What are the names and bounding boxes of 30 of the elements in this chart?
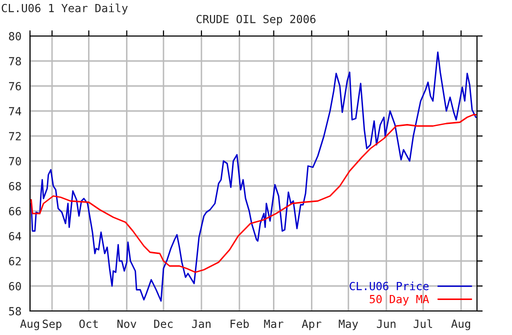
y-tick-label: 66 — [9, 207, 21, 216]
y-tick-label: 64 — [9, 232, 22, 240]
x-tick-label: Jul — [414, 319, 432, 328]
y-tick-label: 72 — [9, 132, 21, 140]
y-tick-label: 80 — [9, 32, 21, 40]
x-tick-label: Apr — [302, 320, 322, 330]
legend-label: 50 Day MA — [370, 294, 430, 306]
line-series — [30, 114, 476, 273]
y-tick-label: 60 — [9, 282, 21, 290]
y-tick-label: 76 — [9, 82, 21, 90]
y-tick-label: 68 — [9, 182, 21, 190]
x-tick-label: Jan — [192, 320, 210, 328]
x-tick-label: Aug — [20, 320, 39, 330]
x-tick-label: Dec — [154, 320, 173, 328]
x-tick-label: Sep — [42, 320, 62, 330]
x-tick-label: Oct — [79, 320, 98, 328]
x-tick-label: Aug — [451, 320, 470, 330]
chart-title: CRUDE OIL Sep 2006 — [196, 14, 316, 26]
y-tick-label: 78 — [9, 57, 21, 66]
y-tick-label: 62 — [9, 257, 21, 266]
x-tick-label: Feb — [230, 319, 249, 328]
x-tick-label: Mar — [264, 320, 284, 328]
y-tick-label: 74 — [9, 107, 22, 116]
y-tick-label: 58 — [9, 307, 21, 316]
text: CL.U06 1 Year Daily — [2, 4, 128, 14]
x-tick-label: Jun — [376, 320, 396, 328]
legend-label: CL.U06 Price — [350, 282, 429, 290]
x-tick-label: May — [338, 320, 358, 330]
y-tick-label: 70 — [9, 157, 21, 166]
x-tick-label: Nov — [117, 320, 136, 328]
